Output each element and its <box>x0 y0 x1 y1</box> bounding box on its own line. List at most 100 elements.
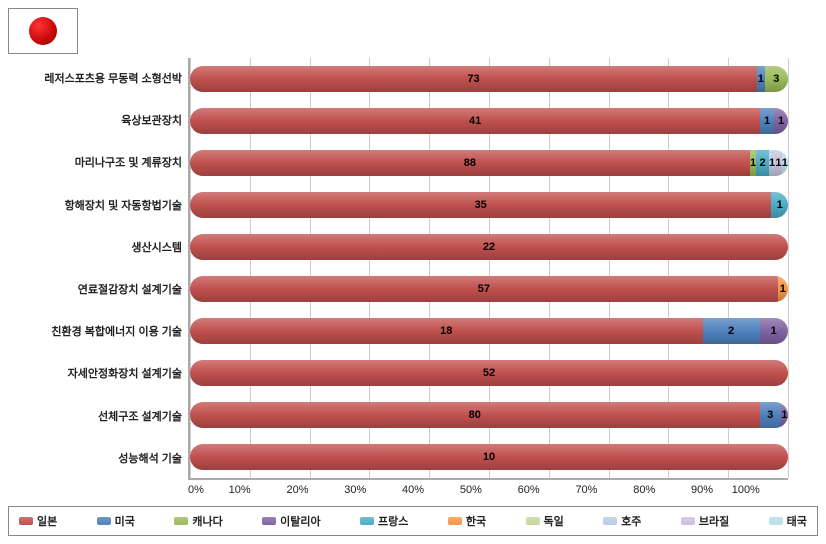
legend-item-brazil: 브라질 <box>681 513 729 529</box>
category-label: 친환경 복합에너지 이용 기술 <box>8 311 182 353</box>
category-label: 육상보관장치 <box>8 100 182 142</box>
legend-label: 호주 <box>621 513 641 529</box>
bar-row: 8812111 <box>190 142 788 184</box>
bar-value-label: 18 <box>440 325 452 337</box>
legend-item-germany: 독일 <box>526 513 564 529</box>
bar-row: 41 11 <box>190 100 788 142</box>
bar-segment-usa: 3 <box>760 402 781 428</box>
bar: 7313 <box>190 66 788 92</box>
bar-value-label: 1 <box>781 409 787 421</box>
bar-segment-japan: 10 <box>190 444 788 470</box>
bar-segment-korea: 1 <box>778 276 788 302</box>
bar: 8812111 <box>190 150 788 176</box>
category-label: 항해장치 및 자동항법기술 <box>8 185 182 227</box>
chart-container: 레저스포츠용 무동력 소형선박육상보관장치마리나구조 및 계류장치항해장치 및 … <box>8 8 818 536</box>
legend-swatch <box>769 517 783 525</box>
bar-segment-japan: 22 <box>190 234 788 260</box>
bar-value-label: 2 <box>759 157 765 169</box>
bar-value-label: 3 <box>767 409 773 421</box>
x-axis: 0%10%20%30%40%50%60%70%80%90%100% <box>188 480 788 496</box>
legend-item-canada: 캐나다 <box>174 513 222 529</box>
bar-segment-italy: 1 <box>760 318 788 344</box>
bar-segment-italy: 1 <box>774 108 788 134</box>
bar-segment-japan: 73 <box>190 66 757 92</box>
bar-segment-italy: 1 <box>781 402 788 428</box>
legend-item-italy: 이탈리아 <box>262 513 320 529</box>
bar-segment-japan: 35 <box>190 192 771 218</box>
bar-value-label: 10 <box>483 451 495 463</box>
bar-segment-usa: 1 <box>757 66 765 92</box>
bar-segment-japan: 52 <box>190 360 788 386</box>
x-tick: 80% <box>633 484 655 496</box>
bar: 57 1 <box>190 276 788 302</box>
legend-item-thailand: 태국 <box>769 513 807 529</box>
bar: 22 <box>190 234 788 260</box>
flag-circle <box>29 17 57 45</box>
bar-segment-japan: 88 <box>190 150 750 176</box>
x-tick: 100% <box>732 484 760 496</box>
bar-value-label: 1 <box>764 115 770 127</box>
bar-row: 80 31 <box>190 394 788 436</box>
legend-swatch <box>19 517 33 525</box>
category-label: 자세안정화장치 설계기술 <box>8 353 182 395</box>
category-label: 선체구조 설계기술 <box>8 396 182 438</box>
bar-segment-france: 2 <box>756 150 769 176</box>
category-label: 성능해석 기술 <box>8 438 182 480</box>
legend-item-france: 프랑스 <box>360 513 408 529</box>
x-tick: 60% <box>518 484 540 496</box>
category-label: 레저스포츠용 무동력 소형선박 <box>8 58 182 100</box>
bar-segment-japan: 57 <box>190 276 778 302</box>
legend-label: 캐나다 <box>192 513 222 529</box>
category-label: 마리나구조 및 계류장치 <box>8 142 182 184</box>
legend-swatch <box>97 517 111 525</box>
bar-value-label: 1 <box>769 157 775 169</box>
bar-segment-usa: 2 <box>703 318 760 344</box>
bars: 73134111881211135122571182152803110 <box>190 58 788 478</box>
legend-swatch <box>360 517 374 525</box>
legend-label: 독일 <box>544 513 564 529</box>
bar-value-label: 1 <box>778 115 784 127</box>
legend-label: 브라질 <box>699 513 729 529</box>
legend-item-australia: 호주 <box>603 513 641 529</box>
legend-label: 미국 <box>115 513 135 529</box>
x-tick: 20% <box>286 484 308 496</box>
bar-value-label: 2 <box>728 325 734 337</box>
bar: 10 <box>190 444 788 470</box>
bar-row: 57 1 <box>190 268 788 310</box>
y-axis-labels: 레저스포츠용 무동력 소형선박육상보관장치마리나구조 및 계류장치항해장치 및 … <box>8 58 188 480</box>
bar-value-label: 1 <box>750 157 756 169</box>
bar-value-label: 1 <box>782 157 788 169</box>
bar: 351 <box>190 192 788 218</box>
x-tick: 50% <box>460 484 482 496</box>
bar-value-label: 1 <box>758 73 764 85</box>
plot-area: 레저스포츠용 무동력 소형선박육상보관장치마리나구조 및 계류장치항해장치 및 … <box>8 58 818 480</box>
bar: 41 11 <box>190 108 788 134</box>
bar-value-label: 3 <box>773 73 779 85</box>
legend-label: 일본 <box>37 513 57 529</box>
bar-segment-usa: 1 <box>760 108 774 134</box>
legend-label: 이탈리아 <box>280 513 320 529</box>
legend-swatch <box>603 517 617 525</box>
bar-value-label: 52 <box>483 367 495 379</box>
bar-row: 22 <box>190 226 788 268</box>
x-tick: 40% <box>402 484 424 496</box>
legend-item-korea: 한국 <box>448 513 486 529</box>
bar-segment-canada: 3 <box>765 66 788 92</box>
bar-value-label: 35 <box>475 199 487 211</box>
bar-value-label: 41 <box>469 115 481 127</box>
bar-row: 52 <box>190 352 788 394</box>
bar-segment-japan: 18 <box>190 318 703 344</box>
flag-japan <box>8 8 78 54</box>
bar-segment-japan: 80 <box>190 402 760 428</box>
bar-value-label: 88 <box>464 157 476 169</box>
legend-item-usa: 미국 <box>97 513 135 529</box>
x-tick: 90% <box>691 484 713 496</box>
legend-swatch <box>262 517 276 525</box>
legend-swatch <box>448 517 462 525</box>
bar-value-label: 1 <box>780 283 786 295</box>
bar-value-label: 57 <box>478 283 490 295</box>
bar-segment-japan: 41 <box>190 108 760 134</box>
bar-value-label: 80 <box>469 409 481 421</box>
bar-value-label: 22 <box>483 241 495 253</box>
category-label: 연료절감장치 설계기술 <box>8 269 182 311</box>
